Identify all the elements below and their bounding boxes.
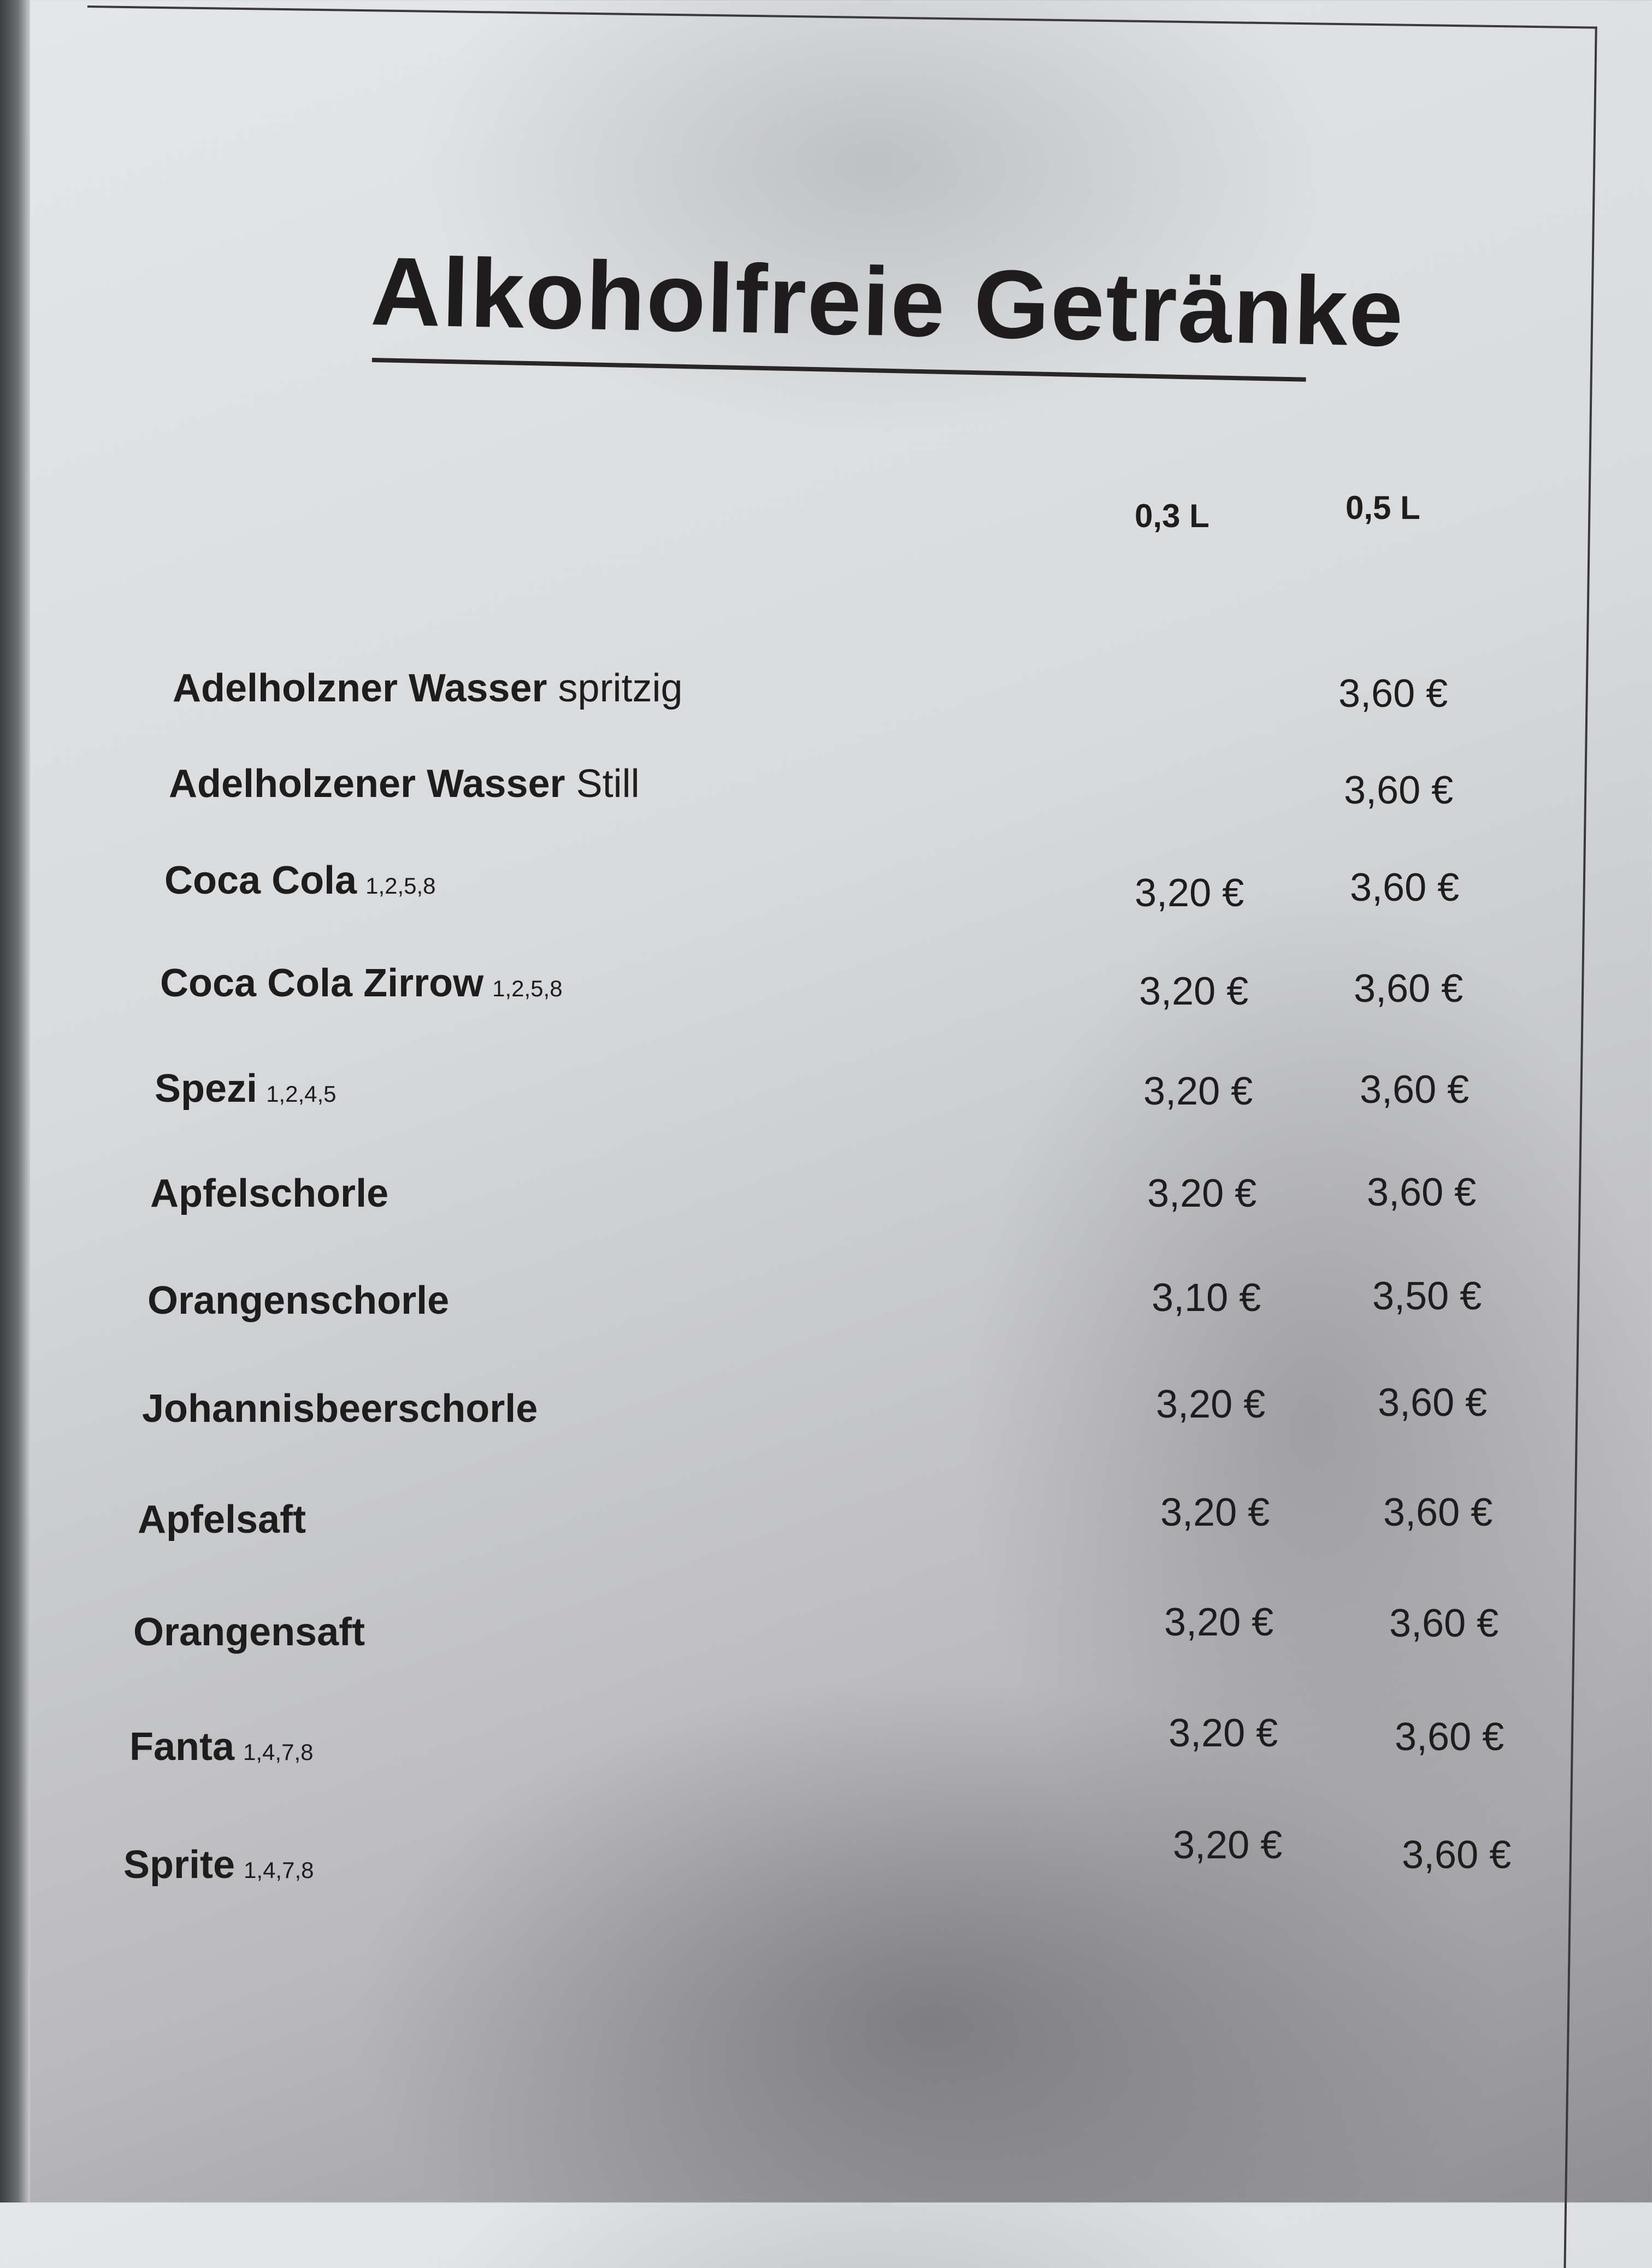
price-0-5l: 3,60 € [1360, 1068, 1470, 1112]
price-0-5l: 3,60 € [1344, 769, 1454, 812]
price-0-3l: 3,20 € [1135, 871, 1244, 915]
drink-name-text: Sprite [123, 1843, 235, 1887]
price-0-5l: 3,60 € [1389, 1602, 1499, 1645]
drink-name: Coca Cola Zirrow 1,2,5,8 [160, 959, 563, 1013]
price-0-5l: 3,60 € [1378, 1381, 1488, 1425]
price-0-5l: 3,60 € [1338, 672, 1448, 716]
price-0-5l: 3,60 € [1354, 967, 1464, 1011]
drink-name-text: Fanta [129, 1725, 235, 1769]
drink-name-text: Johannisbeerschorle [142, 1387, 538, 1431]
drink-variant: spritzig [558, 666, 683, 710]
price-0-3l: 3,20 € [1143, 1070, 1253, 1113]
price-0-3l: 3,20 € [1173, 1823, 1283, 1867]
drink-name: Orangenschorle [148, 1276, 449, 1325]
drink-name-text: Coca Cola [164, 859, 357, 902]
price-0-5l: 3,60 € [1383, 1491, 1493, 1534]
price-0-5l: 3,60 € [1395, 1715, 1504, 1759]
price-0-5l: 3,60 € [1402, 1833, 1512, 1877]
price-0-3l: 3,20 € [1164, 1600, 1274, 1644]
drink-name: Apfelsaft [138, 1495, 306, 1544]
allergen-codes: 1,2,4,5 [266, 1081, 337, 1107]
price-0-3l: 3,20 € [1147, 1172, 1257, 1215]
drink-variant: Still [576, 762, 640, 806]
drink-name-text: Spezi [155, 1067, 258, 1111]
drink-name-text: Apfelsaft [138, 1498, 306, 1541]
drink-name-text: Apfelschorle [150, 1172, 389, 1215]
drink-name: Fanta 1,4,7,8 [129, 1722, 313, 1777]
price-0-3l: 3,10 € [1152, 1276, 1261, 1320]
drink-name-text: Orangensaft [133, 1610, 365, 1654]
price-0-3l: 3,20 € [1139, 970, 1249, 1013]
drink-name-text: Adelholzener Wasser [169, 762, 565, 806]
price-0-3l: 3,20 € [1156, 1383, 1266, 1426]
price-0-3l: 3,20 € [1169, 1711, 1278, 1755]
price-0-5l: 3,50 € [1372, 1274, 1482, 1318]
allergen-codes: 1,2,5,8 [492, 976, 563, 1001]
column-header-0-5l: 0,5 L [1346, 489, 1420, 526]
drink-name-text: Coca Cola Zirrow [160, 961, 484, 1005]
price-0-5l: 3,60 € [1367, 1171, 1477, 1214]
allergen-codes: 1,4,7,8 [244, 1857, 314, 1883]
drink-name: Spezi 1,2,4,5 [155, 1064, 337, 1119]
drink-name: Adelholzener Wasser Still [169, 759, 640, 808]
drink-name: Apfelschorle [150, 1169, 388, 1218]
drink-name: Orangensaft [133, 1608, 365, 1657]
menu-title: Alkoholfreie Getränke [369, 236, 1406, 367]
column-header-0-3l: 0,3 L [1135, 498, 1210, 534]
drink-name: Adelholzner Wasser spritzig [173, 664, 683, 713]
drink-name: Sprite 1,4,7,8 [123, 1840, 314, 1895]
allergen-codes: 1,4,7,8 [243, 1739, 314, 1765]
drink-name-text: Orangenschorle [148, 1279, 450, 1322]
price-0-5l: 3,60 € [1350, 866, 1460, 909]
price-0-3l: 3,20 € [1160, 1491, 1270, 1534]
drink-name: Johannisbeerschorle [142, 1384, 538, 1433]
drink-name-text: Adelholzner Wasser [173, 666, 547, 710]
allergen-codes: 1,2,5,8 [365, 873, 436, 899]
drink-name: Coca Cola 1,2,5,8 [164, 856, 436, 911]
menu-binder-edge [0, 0, 30, 2202]
